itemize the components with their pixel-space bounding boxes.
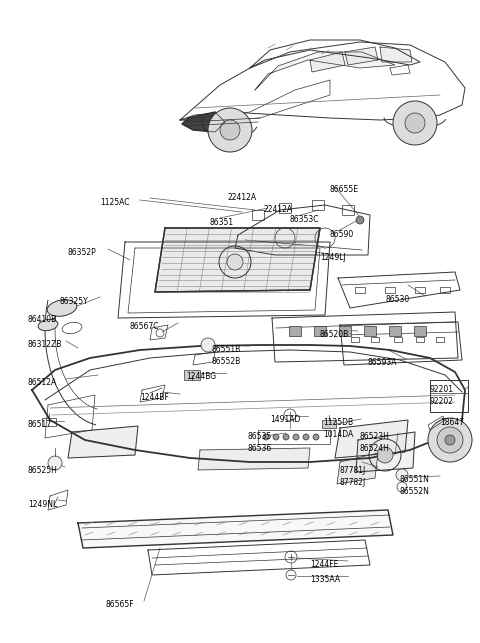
Bar	[364, 326, 376, 336]
Text: 86512A: 86512A	[28, 378, 57, 387]
Text: 86655E: 86655E	[330, 185, 359, 194]
Circle shape	[227, 254, 243, 270]
Circle shape	[303, 434, 309, 440]
Text: 86535: 86535	[248, 432, 272, 441]
Polygon shape	[198, 448, 310, 470]
Circle shape	[405, 113, 425, 133]
Text: 86525H: 86525H	[28, 466, 58, 475]
Text: 87782J: 87782J	[340, 478, 366, 487]
Bar	[371, 337, 379, 342]
Text: 86567C: 86567C	[130, 322, 159, 331]
Text: 86565F: 86565F	[105, 600, 133, 609]
Polygon shape	[335, 420, 408, 458]
Text: 1249NL: 1249NL	[28, 500, 57, 509]
Polygon shape	[356, 432, 415, 472]
Circle shape	[273, 434, 279, 440]
Bar	[339, 326, 351, 336]
Circle shape	[283, 434, 289, 440]
Text: 86551N: 86551N	[400, 475, 430, 484]
Circle shape	[393, 101, 437, 145]
Polygon shape	[345, 47, 378, 65]
Bar	[415, 287, 425, 293]
Circle shape	[263, 434, 269, 440]
Text: 1244BG: 1244BG	[186, 372, 216, 381]
Text: 1244BF: 1244BF	[140, 393, 169, 402]
Polygon shape	[68, 426, 138, 458]
Text: 86536: 86536	[248, 444, 272, 453]
Circle shape	[313, 434, 319, 440]
Bar	[416, 337, 424, 342]
Text: 86530: 86530	[385, 295, 409, 304]
Text: 92201: 92201	[430, 385, 454, 394]
Bar	[279, 203, 291, 213]
Text: 86590: 86590	[330, 230, 354, 239]
Ellipse shape	[47, 300, 77, 316]
Text: 22412A: 22412A	[228, 193, 257, 202]
Text: 87781J: 87781J	[340, 466, 366, 475]
Bar	[42, 418, 56, 426]
Text: 1125DB: 1125DB	[323, 418, 353, 427]
Bar	[289, 326, 301, 336]
Circle shape	[356, 216, 364, 224]
Text: 86351: 86351	[210, 218, 234, 227]
Text: 86552N: 86552N	[400, 487, 430, 496]
Bar	[322, 420, 336, 428]
Text: 86593A: 86593A	[368, 358, 397, 367]
Polygon shape	[182, 112, 225, 132]
Bar	[385, 287, 395, 293]
Bar	[252, 210, 264, 220]
Circle shape	[445, 435, 455, 445]
Text: 86517: 86517	[28, 420, 52, 429]
Text: 86410B: 86410B	[28, 315, 57, 324]
Polygon shape	[310, 52, 345, 72]
Polygon shape	[78, 510, 393, 548]
Bar	[440, 287, 450, 293]
Circle shape	[396, 469, 408, 481]
Text: 86552B: 86552B	[212, 357, 241, 366]
Circle shape	[428, 418, 472, 462]
Bar	[258, 430, 330, 444]
Text: 18647: 18647	[440, 418, 464, 427]
Text: 86312ZB: 86312ZB	[28, 340, 62, 349]
Circle shape	[220, 120, 240, 140]
Text: 1244FE: 1244FE	[310, 560, 338, 569]
Text: 1335AA: 1335AA	[310, 575, 340, 584]
Bar	[394, 337, 402, 342]
Circle shape	[48, 456, 62, 470]
Text: 86352P: 86352P	[68, 248, 97, 257]
Text: 86524H: 86524H	[360, 444, 390, 453]
Bar	[351, 337, 359, 342]
Text: 1014DA: 1014DA	[323, 430, 353, 439]
Bar	[314, 326, 326, 336]
Bar	[312, 200, 324, 210]
Text: 86551B: 86551B	[212, 345, 241, 354]
Ellipse shape	[38, 320, 58, 331]
Circle shape	[293, 434, 299, 440]
Polygon shape	[155, 228, 320, 292]
Bar	[414, 326, 426, 336]
Text: 86523H: 86523H	[360, 432, 390, 441]
Circle shape	[208, 108, 252, 152]
Bar	[436, 337, 444, 342]
Text: 86325Y: 86325Y	[60, 297, 89, 306]
Text: 1249LJ: 1249LJ	[320, 253, 346, 262]
Circle shape	[377, 447, 393, 463]
Polygon shape	[337, 453, 378, 484]
Bar	[430, 380, 468, 412]
Text: 22412A: 22412A	[264, 205, 293, 214]
Polygon shape	[255, 52, 395, 90]
Circle shape	[201, 338, 215, 352]
Text: 86520B: 86520B	[320, 330, 349, 339]
Bar	[355, 287, 365, 293]
Text: 1491AD: 1491AD	[270, 415, 300, 424]
Bar	[342, 205, 354, 215]
Bar	[184, 370, 200, 380]
Polygon shape	[380, 47, 412, 62]
Text: 1125AC: 1125AC	[100, 198, 130, 207]
Circle shape	[437, 427, 463, 453]
Text: 86353C: 86353C	[290, 215, 320, 224]
Bar	[389, 326, 401, 336]
Text: 92202: 92202	[430, 397, 454, 406]
